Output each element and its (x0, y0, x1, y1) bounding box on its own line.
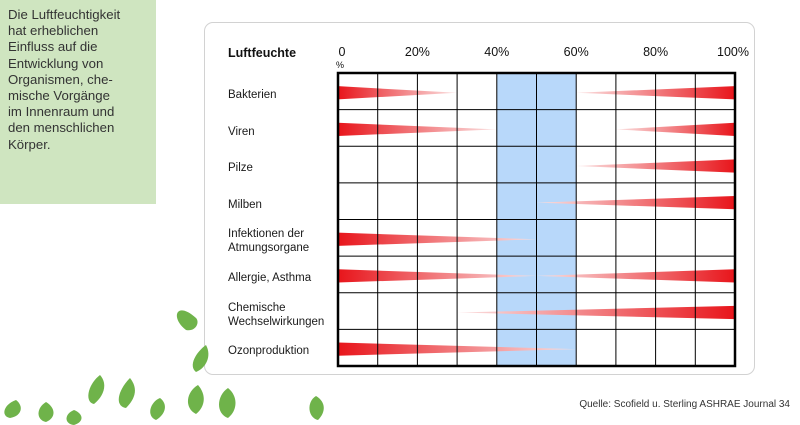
row-label: Allergie, Asthma (228, 272, 312, 285)
row-label: Bakterien (228, 88, 277, 101)
row-label: Milben (228, 198, 262, 211)
leaf-icon (219, 388, 236, 418)
x-tick-label: 20% (404, 45, 430, 59)
risk-wedge (536, 269, 735, 283)
risk-wedge (338, 269, 537, 283)
risk-wedge (536, 196, 735, 210)
row-label: Viren (228, 125, 255, 138)
leaf-icon (38, 402, 54, 422)
axis-title: Luftfeuchte (228, 46, 297, 60)
leaf-icon (150, 398, 165, 420)
info-note: Die Luftfeuchtigkeit hat erheblichen Ein… (0, 0, 156, 204)
chart-frame (336, 71, 737, 368)
risk-wedge (615, 122, 735, 136)
x-tick-label: 80% (643, 45, 669, 59)
x-tick-label: 0 (338, 45, 346, 59)
row-label: Infektionen der Atmungsorgane (228, 228, 310, 255)
source-citation: Quelle: Scofield u. Sterling ASHRAE Jour… (579, 399, 790, 410)
leaf-icon (192, 345, 209, 372)
risk-wedge (338, 232, 537, 246)
leaf-icon (118, 378, 135, 408)
x-tick-label: 40% (484, 45, 510, 59)
leaf-icon (187, 385, 204, 414)
leaf-icon (4, 400, 21, 418)
tick-suffix: % (336, 60, 345, 70)
x-tick-label: 100% (717, 45, 749, 59)
leaf-icon (88, 375, 105, 404)
risk-wedge (457, 305, 735, 320)
row-label: Chemische Wechselwirkungen (228, 301, 325, 328)
row-label: Pilze (228, 162, 253, 175)
leaf-icon (66, 410, 82, 425)
row-label: Ozonproduktion (228, 345, 310, 358)
leaf-icon (176, 310, 198, 331)
leaf-icon (309, 396, 324, 420)
risk-wedge (338, 86, 458, 100)
x-tick-label: 60% (563, 45, 589, 59)
